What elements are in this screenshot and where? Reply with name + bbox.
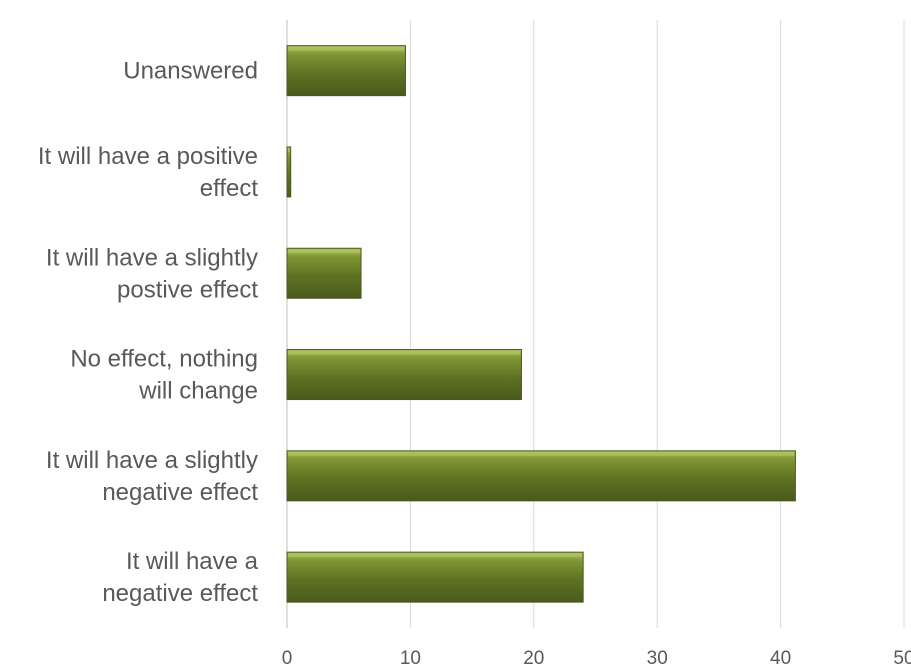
- x-axis-tick-labels: 0 10 20 30 40 50: [282, 648, 911, 669]
- x-tick-label-20: 20: [523, 648, 544, 669]
- bar-3: [286, 247, 362, 299]
- category-label-4-line-2: will change: [138, 378, 258, 405]
- bar-highlight-3: [288, 249, 361, 254]
- category-label-3-line-1: It will have a slightly: [46, 244, 258, 271]
- bar-highlight-5: [288, 451, 795, 456]
- category-label-3-line-2: postive effect: [117, 276, 258, 303]
- bar-5: [286, 450, 796, 502]
- category-label-2-line-1: It will have a positive: [38, 143, 258, 170]
- category-label-4-line-1: No effect, nothing: [70, 346, 258, 373]
- category-label-5-line-1: It will have a slightly: [46, 447, 258, 474]
- category-label-6-line-2: negative effect: [102, 580, 258, 607]
- category-labels: Unanswered It will have a positive effect I…: [38, 58, 259, 608]
- bar-highlight-1: [288, 46, 405, 51]
- x-tick-label-10: 10: [400, 648, 421, 669]
- bar-highlight-4: [288, 350, 521, 355]
- category-label-1: Unanswered: [123, 58, 258, 85]
- gridlines: [286, 20, 905, 628]
- category-label-2-line-2: effect: [200, 175, 259, 202]
- bar-1: [286, 45, 406, 97]
- category-label-5-line-2: negative effect: [102, 479, 258, 506]
- bar-highlight-2: [288, 147, 290, 152]
- x-tick-label-0: 0: [282, 648, 293, 669]
- bar-2: [286, 146, 292, 198]
- x-tick-label-30: 30: [647, 648, 668, 669]
- bar-6: [286, 551, 584, 603]
- bar-4: [286, 349, 522, 401]
- x-tick-label-40: 40: [770, 648, 791, 669]
- bars: [286, 45, 796, 603]
- bar-highlight-6: [288, 553, 583, 558]
- category-label-6-line-1: It will have a: [126, 548, 259, 575]
- x-tick-label-50: 50: [893, 648, 911, 669]
